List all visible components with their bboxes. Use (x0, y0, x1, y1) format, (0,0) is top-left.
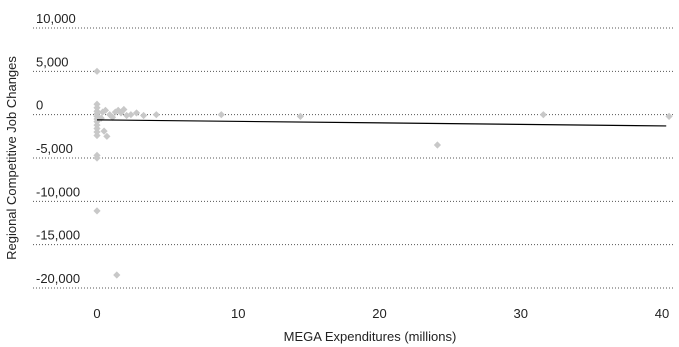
data-point (103, 132, 111, 140)
y-tick-label: -15,000 (36, 228, 80, 243)
data-point (140, 111, 148, 120)
x-tick-label: 20 (372, 306, 386, 321)
trendline (96, 119, 667, 127)
data-point (217, 111, 225, 119)
data-point (117, 109, 125, 117)
data-point (120, 105, 128, 114)
y-axis-label: Regional Competitive Job Changes (4, 56, 19, 260)
x-tick-label: 30 (514, 306, 528, 321)
data-point (101, 106, 110, 114)
data-point (152, 111, 160, 119)
data-point (433, 141, 442, 149)
x-tick-labels: 0 10 20 30 40 (93, 306, 669, 321)
x-tick-label: 0 (93, 306, 100, 321)
x-tick-label: 10 (231, 306, 245, 321)
data-point (93, 67, 101, 75)
x-axis-label: MEGA Expenditures (millions) (284, 329, 457, 344)
data-point (296, 112, 304, 120)
data-point (127, 111, 135, 119)
trendline-group (96, 119, 667, 127)
grid-lines (33, 27, 674, 289)
data-point (93, 154, 101, 162)
y-tick-label: -10,000 (36, 184, 80, 199)
data-point (108, 113, 117, 121)
y-tick-label: 5,000 (36, 54, 69, 69)
y-tick-label: 0 (36, 98, 43, 113)
y-tick-label: -20,000 (36, 271, 80, 286)
data-point (132, 109, 141, 117)
data-point (113, 271, 121, 279)
data-point (100, 127, 108, 135)
y-tick-label: 10,000 (36, 11, 76, 26)
data-point (665, 112, 673, 120)
y-tick-labels: 10,000 5,000 0 -5,000 -10,000 -15,000 -20,000 (36, 11, 80, 286)
data-point (539, 111, 547, 119)
y-tick-label: -5,000 (36, 141, 73, 156)
data-point (93, 131, 101, 140)
x-tick-label: 40 (655, 306, 669, 321)
data-point (93, 207, 101, 215)
data-points (93, 67, 673, 279)
